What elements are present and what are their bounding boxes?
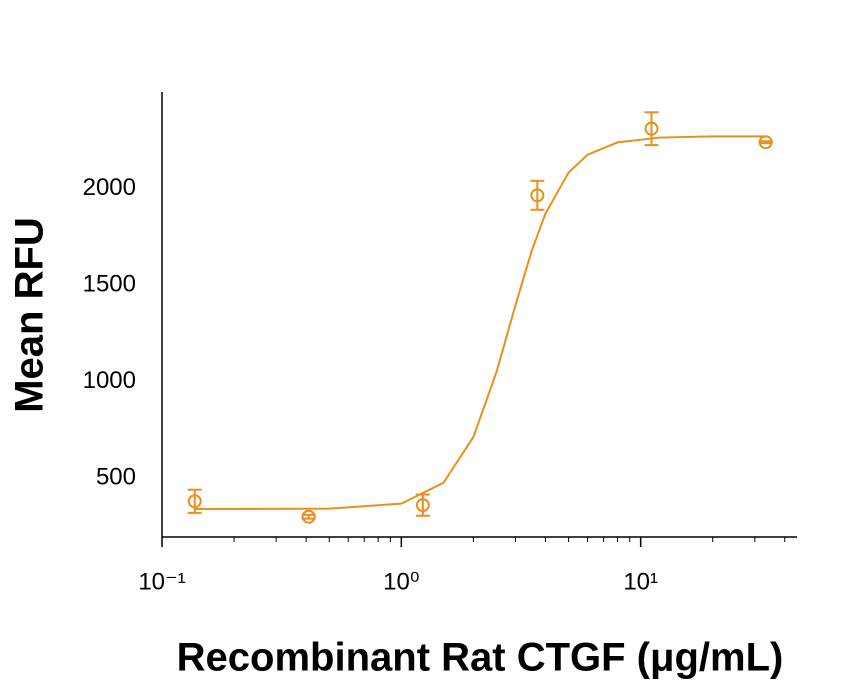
y-tick-label: 500 (96, 463, 136, 490)
y-tick-label: 2000 (83, 174, 136, 201)
y-tick-label: 1000 (83, 367, 136, 394)
y-tick-label: 1500 (83, 270, 136, 297)
point (415, 498, 430, 513)
x-tick-label: 10⁰ (383, 568, 419, 595)
point (644, 121, 659, 136)
fit-curve (194, 135, 766, 511)
x-tick-label: 10¹ (623, 568, 658, 595)
point (758, 135, 773, 150)
point (301, 509, 316, 524)
point (187, 494, 202, 509)
x-tick-label: 10⁻¹ (138, 568, 185, 595)
y-axis-title: Mean RFU (8, 217, 52, 413)
point (530, 188, 545, 203)
x-axis-title: Recombinant Rat CTGF (μg/mL) (177, 636, 784, 680)
